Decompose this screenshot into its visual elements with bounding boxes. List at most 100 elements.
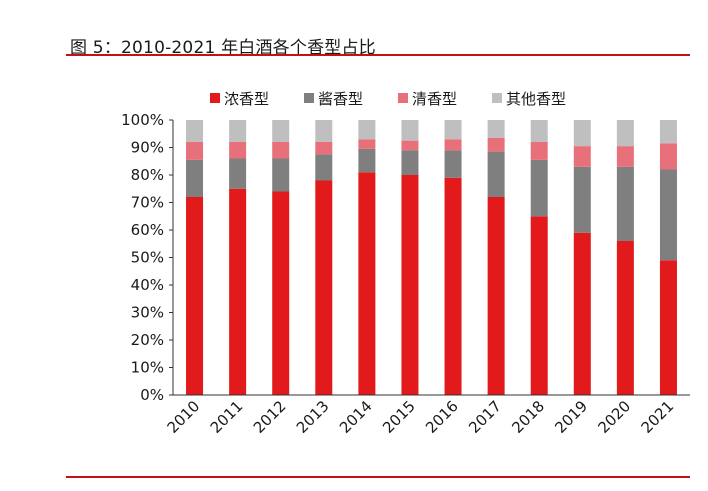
y-tick-label: 80%: [131, 166, 164, 184]
title-divider: [66, 54, 690, 56]
bar-segment: [659, 120, 677, 144]
x-axis: 2010 2011 2012 2013 2014 2015 2016 2017 2018 2019…: [164, 394, 690, 437]
y-tick-label: 50%: [131, 249, 164, 267]
legend-swatch: [398, 93, 408, 103]
y-tick-label: 70%: [131, 194, 164, 212]
bar-segment: [358, 139, 376, 149]
bar-segment: [659, 260, 677, 395]
legend-swatch: [492, 93, 502, 103]
bar-segment: [530, 142, 548, 160]
bar-segment: [315, 154, 333, 181]
bar-segment: [186, 197, 204, 395]
bar-stack-2010: [186, 120, 204, 395]
bar-segment: [186, 142, 204, 160]
y-tick-label: 10%: [131, 359, 164, 377]
bar-stack-2011: [229, 120, 247, 395]
bar-segment: [616, 166, 634, 241]
y-tick-label: 0%: [140, 386, 164, 404]
bar-stack-2014: [358, 120, 376, 395]
legend-label: 清香型: [412, 90, 457, 108]
bar-stack-2016: [444, 120, 462, 395]
y-tick-label: 90%: [131, 139, 164, 157]
legend-item: 清香型: [398, 90, 457, 108]
x-tick-label: 2017: [465, 397, 505, 437]
bar-segment: [444, 120, 462, 140]
bar-segment: [358, 148, 376, 173]
bar-segment: [487, 120, 505, 138]
bar-stack-2012: [272, 120, 290, 395]
bar-stack-2015: [401, 120, 419, 395]
x-tick-label: 2015: [379, 397, 419, 437]
x-tick-label: 2011: [207, 397, 247, 437]
bar-segment: [487, 197, 505, 395]
bar-segment: [272, 120, 290, 142]
x-tick-label: 2018: [508, 397, 548, 437]
x-tick-label: 2021: [638, 397, 678, 437]
bar-segment: [315, 142, 333, 155]
bar-stack-2013: [315, 120, 333, 395]
bar-segment: [573, 232, 591, 395]
bar-segment: [573, 166, 591, 233]
x-tick-label: 2010: [164, 397, 204, 437]
legend-label: 其他香型: [506, 90, 566, 108]
bar-segment: [315, 120, 333, 142]
x-tick-label: 2014: [336, 397, 376, 437]
bar-segment: [487, 137, 505, 152]
footer-divider: [66, 476, 690, 478]
figure-title: 图 5：2010-2021 年白酒各个香型占比: [70, 38, 376, 58]
legend-swatch: [304, 93, 314, 103]
bar-segment: [444, 177, 462, 395]
bar-segment: [358, 120, 376, 140]
bar-segment: [530, 120, 548, 142]
bar-segment: [487, 151, 505, 197]
bar-stack-2019: [573, 120, 591, 395]
legend-item: 酱香型: [304, 90, 363, 108]
bar-stack-2020: [616, 120, 634, 395]
bar-segment: [315, 180, 333, 395]
bar-segment: [659, 169, 677, 261]
y-tick-label: 100%: [121, 111, 164, 129]
bar-segment: [401, 150, 419, 175]
bar-segment: [444, 139, 462, 151]
x-tick-label: 2012: [250, 397, 290, 437]
bar-segment: [573, 146, 591, 167]
bar-segment: [530, 216, 548, 395]
x-tick-label: 2020: [594, 397, 634, 437]
bar-segment: [401, 120, 419, 141]
bar-segment: [616, 146, 634, 167]
bar-segment: [616, 120, 634, 147]
bar-segment: [229, 142, 247, 159]
legend-item: 浓香型: [210, 90, 269, 108]
bar-segment: [272, 158, 290, 192]
y-tick-label: 30%: [131, 304, 164, 322]
bar-stack-group: [186, 120, 677, 395]
bar-segment: [444, 150, 462, 178]
bar-segment: [229, 158, 247, 189]
bar-segment: [616, 241, 634, 395]
bar-segment: [229, 188, 247, 395]
bar-segment: [530, 159, 548, 217]
bar-segment: [401, 175, 419, 395]
x-tick-label: 2016: [422, 397, 462, 437]
legend-label: 浓香型: [224, 90, 269, 108]
y-tick-label: 40%: [131, 276, 164, 294]
bar-segment: [229, 120, 247, 142]
legend-swatch: [210, 93, 220, 103]
stacked-bar-chart: 浓香型 酱香型 清香型 其他香型 0% 10% 20% 30% 40% 50% 60% 70% 80%…: [121, 90, 690, 437]
bar-segment: [186, 120, 204, 142]
x-tick-label: 2013: [293, 397, 333, 437]
y-tick-label: 20%: [131, 331, 164, 349]
bar-segment: [272, 142, 290, 159]
x-tick-label: 2019: [551, 397, 591, 437]
bar-segment: [659, 143, 677, 170]
bar-stack-2017: [487, 120, 505, 395]
bar-stack-2018: [530, 120, 548, 395]
bar-segment: [401, 140, 419, 151]
bar-segment: [573, 120, 591, 147]
bar-segment: [358, 172, 376, 395]
bar-segment: [186, 159, 204, 197]
legend-item: 其他香型: [492, 90, 566, 108]
bar-segment: [272, 191, 290, 395]
legend-label: 酱香型: [318, 90, 363, 108]
bar-stack-2021: [659, 120, 677, 395]
